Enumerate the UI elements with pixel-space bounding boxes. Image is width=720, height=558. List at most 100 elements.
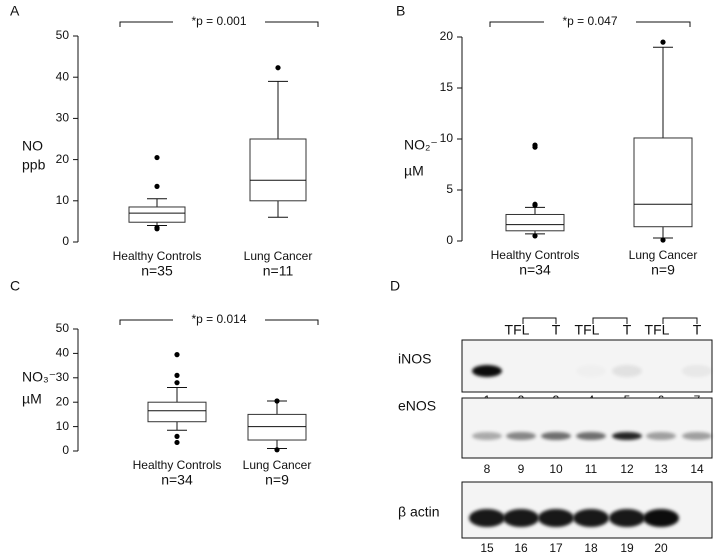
- lane-number: 9: [518, 462, 525, 476]
- outlier: [532, 144, 538, 150]
- y-tick-label: 50: [56, 28, 70, 42]
- outlier: [174, 439, 180, 446]
- y-tick-label: 20: [440, 29, 454, 43]
- lane-number: 15: [480, 541, 494, 555]
- outlier: [660, 237, 666, 243]
- sample-size: n=9: [651, 262, 675, 278]
- lane-header: TFL: [505, 322, 530, 338]
- box: [247, 413, 307, 441]
- lane-number: 13: [654, 462, 668, 476]
- band: [576, 365, 606, 377]
- lane-number: 20: [654, 541, 668, 555]
- row-label: eNOS: [398, 398, 436, 414]
- outlier: [532, 233, 538, 239]
- y-tick-label: 40: [56, 69, 70, 83]
- outlier: [174, 380, 180, 386]
- sample-size: n=11: [263, 263, 294, 279]
- band: [541, 432, 571, 440]
- annotation: *p = 0.014: [191, 312, 246, 326]
- blot-frame: [461, 339, 713, 393]
- y-tick-label: 0: [62, 234, 69, 248]
- outlier: [174, 433, 180, 439]
- outlier: [154, 226, 160, 232]
- y-axis-label: µM: [404, 163, 424, 179]
- outlier: [275, 65, 281, 71]
- x-tick-label: Lung Cancer: [244, 249, 313, 263]
- outlier: [660, 39, 666, 45]
- band: [612, 432, 642, 440]
- y-tick-label: 10: [56, 193, 70, 207]
- band: [472, 432, 502, 440]
- x-tick-label: Healthy Controls: [491, 248, 580, 262]
- band: [682, 432, 712, 440]
- band: [573, 509, 609, 527]
- annotation: *p = 0.001: [191, 14, 246, 28]
- box: [505, 213, 565, 232]
- box: [128, 206, 186, 223]
- lane-number: 18: [584, 541, 598, 555]
- y-tick-label: 5: [446, 182, 453, 196]
- y-axis-label: NO₂⁻: [404, 137, 438, 153]
- sample-size: n=34: [161, 472, 193, 488]
- band: [576, 432, 606, 440]
- y-axis-label: µM: [22, 391, 42, 407]
- lane-header: T: [623, 322, 632, 338]
- lane-number: 12: [620, 462, 634, 476]
- lane-header: T: [552, 322, 561, 338]
- box: [147, 401, 207, 423]
- lane-header: T: [693, 322, 702, 338]
- y-tick-label: 30: [56, 370, 70, 384]
- sample-size: n=34: [519, 262, 551, 278]
- y-tick-label: 20: [56, 394, 70, 408]
- lane-number: 19: [620, 541, 634, 555]
- y-tick-label: 40: [56, 346, 70, 360]
- box: [249, 138, 307, 202]
- y-tick-label: 50: [56, 321, 70, 335]
- panel-label: D: [390, 278, 400, 294]
- y-tick-label: 20: [56, 152, 70, 166]
- band: [646, 432, 676, 440]
- annotation: *p = 0.047: [562, 14, 617, 28]
- y-tick-label: 10: [440, 131, 454, 145]
- x-tick-label: Lung Cancer: [243, 458, 312, 472]
- sample-size: n=9: [265, 472, 289, 488]
- panel-label: B: [396, 3, 405, 19]
- bracket: [119, 319, 319, 325]
- outlier: [154, 154, 160, 161]
- sample-size: n=35: [141, 263, 173, 279]
- pair-bracket: [592, 317, 628, 324]
- lane-number: 8: [484, 462, 491, 476]
- y-tick-label: 30: [56, 111, 70, 125]
- box: [633, 137, 693, 228]
- band: [503, 509, 539, 527]
- y-tick-label: 0: [446, 233, 453, 247]
- pair-bracket: [522, 317, 557, 324]
- outlier: [274, 398, 280, 404]
- lane-header: TFL: [575, 322, 600, 338]
- y-tick-label: 10: [56, 419, 70, 433]
- pair-bracket: [662, 317, 698, 324]
- band: [609, 509, 645, 527]
- band: [469, 509, 505, 527]
- lane-header: TFL: [645, 322, 670, 338]
- panel-label: C: [10, 278, 20, 294]
- bracket: [489, 21, 691, 27]
- panel-label: A: [10, 3, 20, 19]
- band: [506, 432, 536, 440]
- lane-number: 14: [690, 462, 704, 476]
- outlier: [532, 202, 538, 208]
- outlier: [154, 183, 160, 189]
- band: [472, 365, 502, 377]
- x-tick-label: Healthy Controls: [133, 458, 222, 472]
- band: [612, 365, 642, 377]
- bracket: [119, 21, 319, 27]
- row-label: β actin: [398, 504, 440, 520]
- row-label: iNOS: [398, 351, 431, 367]
- lane-number: 17: [549, 541, 563, 555]
- y-axis-label: ppb: [22, 157, 46, 173]
- x-tick-label: Lung Cancer: [629, 248, 698, 262]
- lane-number: 16: [514, 541, 528, 555]
- blot-frame: [461, 397, 713, 459]
- y-axis-label: NO₃⁻: [22, 369, 56, 385]
